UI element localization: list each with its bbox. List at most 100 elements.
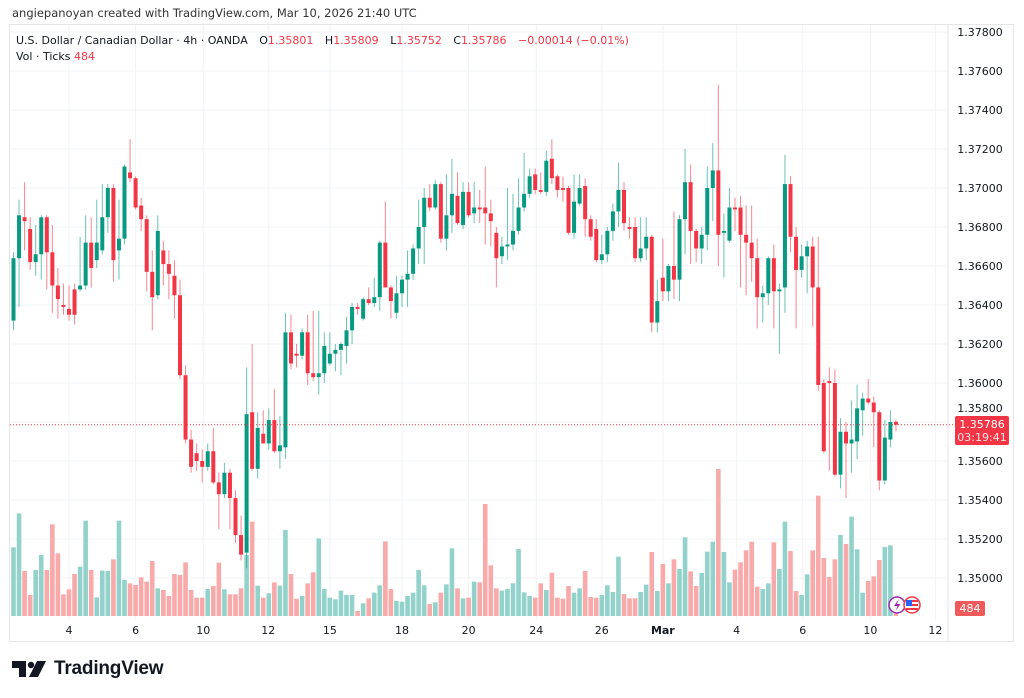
candle[interactable]	[338, 342, 343, 376]
price-axis[interactable]: 1.37800 1.37600 1.37400 1.37200 1.37000 1.368…	[957, 26, 1003, 585]
candle[interactable]	[838, 418, 843, 489]
candle[interactable]	[33, 225, 38, 276]
candle[interactable]	[227, 468, 232, 530]
candle[interactable]	[572, 174, 577, 239]
candle[interactable]	[83, 215, 88, 290]
candle[interactable]	[588, 215, 593, 241]
candle[interactable]	[733, 197, 737, 231]
candle[interactable]	[599, 234, 604, 265]
candle[interactable]	[699, 227, 704, 265]
candle[interactable]	[538, 172, 543, 194]
candle[interactable]	[866, 379, 871, 405]
candle[interactable]	[405, 250, 410, 307]
candle[interactable]	[616, 162, 621, 227]
candle[interactable]	[882, 420, 887, 485]
candle[interactable]	[105, 184, 110, 233]
candle[interactable]	[155, 215, 160, 300]
candle[interactable]	[444, 174, 449, 251]
candle[interactable]	[794, 227, 799, 329]
candle[interactable]	[72, 283, 77, 325]
candle[interactable]	[322, 332, 327, 383]
candle[interactable]	[560, 176, 565, 202]
candle[interactable]	[161, 240, 166, 286]
candle[interactable]	[189, 429, 194, 473]
candle[interactable]	[666, 264, 671, 302]
candle[interactable]	[433, 180, 438, 210]
candle[interactable]	[660, 238, 665, 302]
candle[interactable]	[438, 182, 443, 243]
candle[interactable]	[427, 184, 432, 212]
candle[interactable]	[139, 197, 144, 231]
candle[interactable]	[244, 367, 249, 569]
candle[interactable]	[327, 332, 332, 366]
candle[interactable]	[361, 297, 366, 321]
candle[interactable]	[683, 149, 688, 255]
candle[interactable]	[649, 234, 654, 333]
candle[interactable]	[494, 227, 499, 288]
candle[interactable]	[788, 176, 793, 253]
candle[interactable]	[860, 392, 865, 436]
candle[interactable]	[871, 396, 876, 448]
candle[interactable]	[194, 443, 199, 471]
time-axis[interactable]: 4 6 10 12 15 18 20 24 26 Mar 4 6 10 12	[66, 624, 943, 637]
candle[interactable]	[477, 189, 482, 224]
candle[interactable]	[289, 314, 293, 370]
candle[interactable]	[594, 219, 599, 263]
candle[interactable]	[844, 422, 848, 499]
candle[interactable]	[355, 303, 360, 315]
candle[interactable]	[94, 199, 99, 268]
candle[interactable]	[627, 217, 632, 239]
candle[interactable]	[888, 410, 893, 448]
candle[interactable]	[333, 344, 338, 372]
candle[interactable]	[116, 199, 121, 280]
candle[interactable]	[777, 283, 782, 354]
candle[interactable]	[488, 199, 493, 247]
candle[interactable]	[461, 182, 466, 229]
candle[interactable]	[655, 279, 660, 333]
candle[interactable]	[483, 166, 488, 245]
candle[interactable]	[522, 152, 527, 212]
candle[interactable]	[172, 260, 177, 319]
candle[interactable]	[250, 344, 255, 471]
candle[interactable]	[760, 285, 765, 323]
candle[interactable]	[677, 215, 682, 302]
candle[interactable]	[211, 427, 216, 485]
candle[interactable]	[216, 472, 221, 530]
candle[interactable]	[555, 174, 560, 198]
candle[interactable]	[388, 285, 393, 319]
candle[interactable]	[466, 182, 471, 218]
candle[interactable]	[200, 449, 205, 483]
candle[interactable]	[782, 154, 787, 313]
candle[interactable]	[50, 225, 55, 313]
candle[interactable]	[372, 277, 377, 307]
candle[interactable]	[455, 172, 460, 226]
candle[interactable]	[744, 205, 749, 296]
candle[interactable]	[17, 199, 22, 307]
candle[interactable]	[644, 217, 649, 261]
candle[interactable]	[178, 279, 182, 380]
candle[interactable]	[111, 184, 116, 282]
candle[interactable]	[22, 182, 27, 251]
candle[interactable]	[261, 410, 266, 444]
candle[interactable]	[366, 287, 371, 305]
candle[interactable]	[527, 168, 532, 198]
candle[interactable]	[449, 158, 454, 233]
candle[interactable]	[44, 215, 49, 290]
candle[interactable]	[821, 379, 826, 454]
candle[interactable]	[849, 400, 854, 473]
candle[interactable]	[222, 462, 227, 499]
candle[interactable]	[128, 139, 133, 183]
candle[interactable]	[100, 184, 105, 255]
candle[interactable]	[710, 143, 715, 222]
candle[interactable]	[716, 84, 721, 266]
candle[interactable]	[239, 515, 244, 561]
candle[interactable]	[832, 369, 837, 477]
candle[interactable]	[688, 164, 693, 265]
candle[interactable]	[472, 182, 477, 224]
candle[interactable]	[422, 188, 427, 265]
candle[interactable]	[516, 178, 521, 235]
candle[interactable]	[255, 412, 260, 479]
candle[interactable]	[133, 176, 138, 210]
candle[interactable]	[272, 388, 277, 454]
candle[interactable]	[78, 236, 83, 292]
